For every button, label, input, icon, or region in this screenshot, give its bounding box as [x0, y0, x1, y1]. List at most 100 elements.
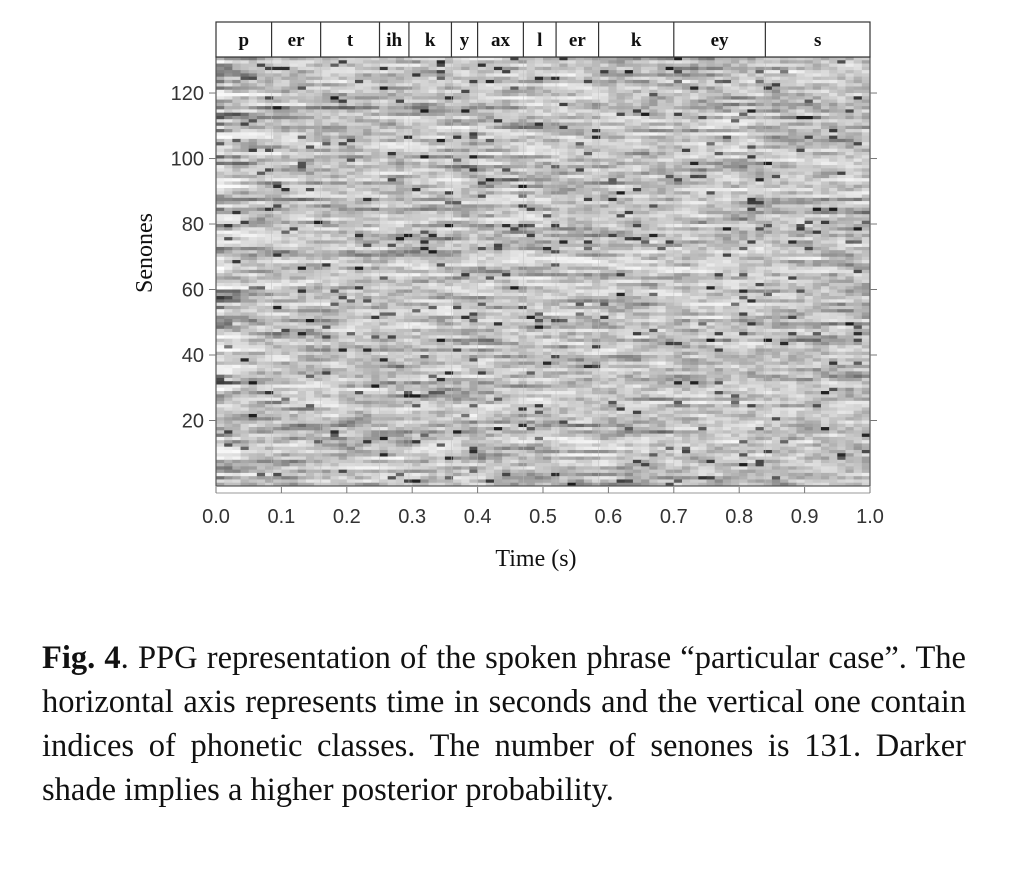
heatmap-cell: [354, 165, 364, 169]
heatmap-cell: [755, 73, 765, 78]
heatmap-cell: [379, 246, 389, 251]
heatmap-cell: [690, 243, 699, 248]
heatmap-cell: [436, 73, 446, 78]
heatmap-cell: [788, 207, 798, 212]
heatmap-cell: [526, 102, 536, 107]
heatmap-cell: [780, 86, 789, 91]
heatmap-cell: [861, 204, 870, 209]
heatmap-cell: [436, 158, 446, 163]
heatmap-cell: [543, 253, 552, 258]
heatmap-cell: [224, 246, 233, 251]
heatmap-cell: [559, 207, 569, 212]
heatmap-cell: [305, 135, 315, 140]
heatmap-cell: [485, 125, 495, 130]
heatmap-cell: [469, 138, 479, 143]
heatmap-cell: [681, 73, 691, 78]
heatmap-cell: [788, 210, 798, 215]
heatmap-cell: [616, 155, 626, 159]
heatmap-cell: [428, 60, 438, 64]
heatmap-cell: [338, 237, 348, 241]
heatmap-cell: [510, 79, 520, 84]
heatmap-cell: [820, 73, 830, 78]
heatmap-cell: [379, 63, 389, 68]
heatmap-cell: [763, 135, 773, 140]
heatmap-cell: [412, 83, 421, 87]
heatmap-cell: [731, 96, 740, 100]
heatmap-cell: [722, 187, 732, 192]
heatmap-cell: [788, 214, 798, 218]
heatmap-cell: [428, 83, 438, 87]
heatmap-cell: [624, 99, 634, 104]
heatmap-cell: [722, 171, 732, 176]
heatmap-cell: [714, 158, 724, 163]
heatmap-cell: [649, 243, 659, 248]
heatmap-cell: [216, 237, 225, 241]
heatmap-cell: [731, 224, 740, 228]
heatmap-cell: [330, 253, 340, 258]
heatmap-cell: [714, 63, 724, 68]
heatmap-cell: [371, 237, 381, 241]
heatmap-cell: [240, 57, 250, 61]
heatmap-cell: [354, 106, 364, 110]
heatmap-cell: [518, 122, 528, 127]
heatmap-cell: [731, 191, 740, 195]
heatmap-cell: [731, 253, 740, 258]
heatmap-cell: [477, 184, 487, 189]
heatmap-cell: [739, 122, 748, 127]
heatmap-cell: [436, 240, 446, 245]
heatmap-cell: [739, 151, 748, 156]
heatmap-cell: [681, 201, 691, 205]
heatmap-cell: [616, 89, 626, 94]
heatmap-cell: [641, 63, 650, 68]
heatmap-cell: [665, 57, 675, 61]
heatmap-cell: [804, 138, 814, 143]
heatmap-cell: [755, 138, 765, 143]
heatmap-cell: [812, 63, 822, 68]
heatmap-cell: [510, 138, 520, 143]
heatmap-cell: [747, 70, 757, 74]
heatmap-cell: [771, 194, 781, 199]
heatmap-cell: [534, 237, 544, 241]
heatmap-cell: [796, 138, 806, 143]
heatmap-cell: [861, 233, 870, 238]
heatmap-cell: [330, 135, 340, 140]
heatmap-cell: [240, 201, 250, 205]
heatmap-cell: [363, 256, 372, 261]
heatmap-cell: [502, 201, 511, 205]
heatmap-cell: [755, 161, 765, 166]
heatmap-cell: [649, 73, 659, 78]
heatmap-cell: [346, 201, 356, 205]
heatmap-cell: [404, 207, 413, 212]
heatmap-cell: [461, 165, 471, 169]
heatmap-cell: [273, 115, 283, 120]
heatmap-cell: [289, 148, 299, 153]
heatmap-cell: [224, 119, 233, 123]
heatmap-cell: [485, 161, 495, 166]
heatmap-cell: [395, 230, 405, 235]
heatmap-cell: [534, 256, 544, 261]
heatmap-cell: [624, 106, 634, 110]
heatmap-cell: [543, 66, 552, 71]
heatmap-cell: [788, 233, 798, 238]
heatmap-cell: [608, 89, 618, 94]
heatmap-cell: [534, 102, 544, 107]
heatmap-cell: [796, 191, 806, 195]
heatmap-cell: [387, 145, 397, 150]
heatmap-cell: [371, 158, 381, 163]
heatmap-cell: [322, 243, 332, 248]
heatmap-cell: [322, 260, 332, 264]
heatmap-cell: [404, 224, 413, 228]
heatmap-cell: [820, 125, 830, 130]
heatmap-cell: [559, 187, 569, 192]
heatmap-cell: [395, 184, 405, 189]
heatmap-cell: [632, 250, 642, 254]
heatmap-cell: [314, 135, 323, 140]
heatmap-cell: [461, 178, 471, 182]
heatmap-cell: [575, 148, 585, 153]
heatmap-cell: [534, 158, 544, 163]
heatmap-cell: [600, 224, 610, 228]
heatmap-cell: [706, 89, 716, 94]
heatmap-cell: [338, 260, 348, 264]
heatmap-cell: [624, 158, 634, 163]
heatmap-cell: [330, 220, 340, 225]
